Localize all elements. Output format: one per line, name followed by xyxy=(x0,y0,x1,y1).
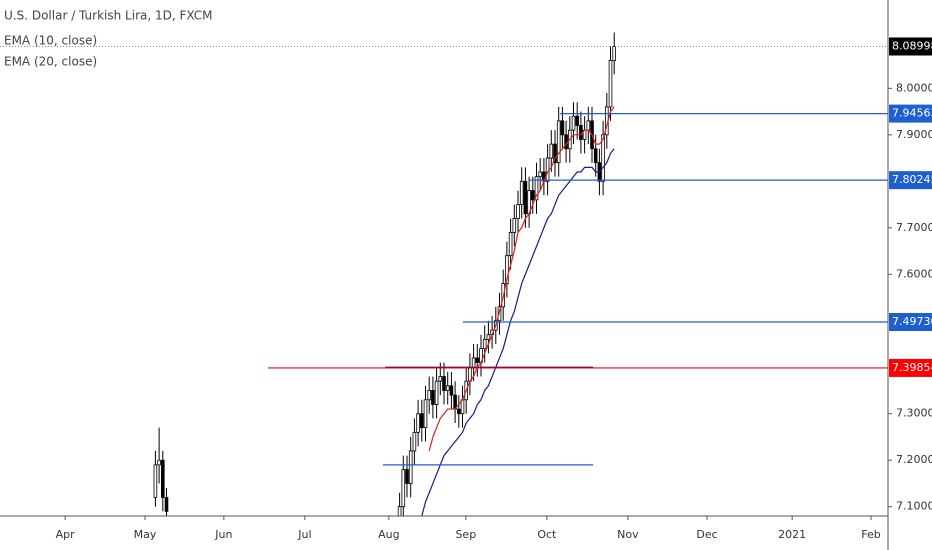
price-label-box xyxy=(889,171,932,190)
candle-body xyxy=(405,469,409,484)
candle-body xyxy=(612,46,616,61)
x-tick-label: Sep xyxy=(455,528,476,541)
chart-title: U.S. Dollar / Turkish Lira, 1D, FXCM xyxy=(4,9,212,23)
candle-body xyxy=(601,134,605,182)
candle-body xyxy=(442,376,446,391)
ema-line xyxy=(428,106,615,452)
x-tick-label: Aug xyxy=(378,528,399,541)
candle-body xyxy=(553,143,557,164)
plot-area xyxy=(0,32,888,516)
x-tick-label: May xyxy=(134,528,157,541)
candle-body xyxy=(545,157,550,182)
price-label-box xyxy=(889,37,932,56)
y-tick-label: 8.00000 xyxy=(896,81,932,94)
candle-body xyxy=(408,450,413,484)
x-tick-label: 2021 xyxy=(778,528,806,541)
price-label: 7.49730 xyxy=(892,315,932,328)
y-tick-label: 7.10000 xyxy=(896,500,932,513)
x-tick-label: Jun xyxy=(214,528,232,541)
candle-body xyxy=(397,506,402,516)
candle-body xyxy=(164,497,169,512)
candle-body xyxy=(401,469,406,508)
candle-body xyxy=(486,334,491,340)
candle-body xyxy=(471,357,476,368)
candle-body xyxy=(427,390,431,401)
price-label: 8.08998 xyxy=(892,39,932,52)
candle-body xyxy=(575,115,579,126)
candle-body xyxy=(512,218,517,233)
candle-body xyxy=(560,120,565,136)
price-label: 7.80245 xyxy=(892,173,932,186)
candle-body xyxy=(538,171,542,178)
candle-body xyxy=(438,376,443,382)
candle-body xyxy=(534,176,539,201)
candle-body xyxy=(519,180,524,205)
candle-body xyxy=(523,180,528,215)
y-tick-label: 7.20000 xyxy=(896,453,932,466)
candle-body xyxy=(564,134,568,150)
candle-body xyxy=(505,255,509,284)
candle-body xyxy=(586,120,591,131)
candle-body xyxy=(556,120,561,164)
candle-body xyxy=(516,204,520,219)
legend-entry: EMA (20, close) xyxy=(4,55,97,69)
candle-body xyxy=(608,60,613,108)
price-label: 7.94563 xyxy=(892,107,932,120)
price-label-box xyxy=(889,313,932,332)
candle-body xyxy=(508,232,513,257)
candle-body xyxy=(157,459,161,466)
legend-entry: EMA (10, close) xyxy=(4,34,97,48)
candle-body xyxy=(531,190,535,201)
candle-body xyxy=(416,413,420,433)
candle-body xyxy=(593,148,598,164)
y-tick-label: 7.30000 xyxy=(896,407,932,420)
x-tick-label: Apr xyxy=(56,528,76,541)
candle-body xyxy=(434,380,439,405)
x-tick-label: Oct xyxy=(537,528,557,541)
candle-body xyxy=(579,125,583,140)
price-label-box xyxy=(889,358,932,377)
candle-body xyxy=(571,115,576,131)
candle-body xyxy=(482,338,487,350)
candle-body xyxy=(412,431,417,452)
candle-body xyxy=(445,385,450,391)
candle-body xyxy=(456,408,461,415)
y-tick-label: 7.90000 xyxy=(896,128,932,141)
candle-body xyxy=(475,357,480,363)
x-tick-label: Feb xyxy=(861,528,880,541)
price-label-box xyxy=(889,104,932,123)
candle-body xyxy=(449,385,454,396)
candle-body xyxy=(431,390,435,405)
candle-body xyxy=(160,459,165,498)
candle-body xyxy=(153,464,158,498)
axes: 8.00000 7.90000 7.70000 7.60000 7.30000 7.200… xyxy=(56,37,932,541)
candle-body xyxy=(423,399,428,429)
price-label: 7.39854 xyxy=(892,361,932,374)
candle-body xyxy=(419,413,424,429)
y-tick-label: 7.70000 xyxy=(896,221,932,234)
x-tick-label: Jul xyxy=(297,528,311,541)
x-tick-label: Dec xyxy=(696,528,717,541)
candle-body xyxy=(549,143,554,159)
y-tick-label: 7.60000 xyxy=(896,267,932,280)
x-tick-label: Nov xyxy=(617,528,639,541)
ema-line xyxy=(421,148,615,516)
